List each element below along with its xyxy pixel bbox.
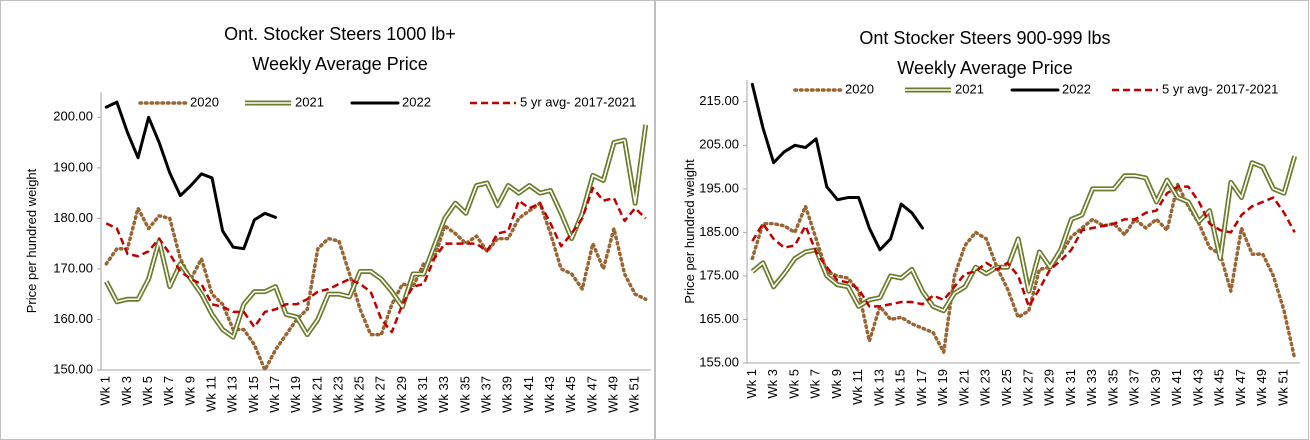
y-tick-label: 155.00 (699, 354, 739, 369)
x-tick-label: Wk 43 (1190, 369, 1205, 406)
series-line (750, 182, 1297, 361)
legend-label: 5 yr avg- 2017-2021 (520, 94, 636, 109)
x-tick-label: Wk 19 (288, 376, 303, 413)
y-tick-label: 160.00 (53, 311, 93, 326)
y-tick-label: 215.00 (699, 93, 739, 108)
x-tick-label: Wk 35 (457, 376, 472, 413)
y-tick-label: 150.00 (53, 361, 93, 376)
x-tick-label: Wk 41 (1169, 369, 1184, 406)
x-tick-label: Wk 29 (394, 376, 409, 413)
x-tick-label: Wk 13 (871, 369, 886, 406)
y-tick-label: 165.00 (699, 311, 739, 326)
x-tick-label: Wk 33 (1084, 369, 1099, 406)
x-tick-label: Wk 27 (1020, 369, 1035, 406)
chart-title: Ont. Stocker Steers 1000 lb+ (224, 24, 456, 44)
x-tick-label: Wk 9 (182, 376, 197, 406)
x-tick-label: Wk 45 (563, 376, 578, 413)
y-tick-label: 185.00 (699, 224, 739, 239)
x-tick-label: Wk 25 (352, 376, 367, 413)
series-line-inner (105, 124, 647, 338)
x-tick-label: Wk 31 (1063, 369, 1078, 406)
x-tick-label: Wk 1 (744, 369, 759, 399)
x-tick-label: Wk 27 (373, 376, 388, 413)
legend-label: 2021 (295, 94, 324, 109)
legend-label: 5 yr avg- 2017-2021 (1162, 81, 1278, 96)
y-axis-label: Price per hundred weight (24, 168, 39, 313)
chart-subtitle: Weekly Average Price (897, 58, 1072, 78)
x-tick-label: Wk 17 (267, 376, 282, 413)
x-tick-label: Wk 39 (500, 376, 515, 413)
x-tick-label: Wk 3 (119, 376, 134, 406)
y-axis-label: Price per hundred weight (682, 159, 697, 304)
x-tick-label: Wk 23 (978, 369, 993, 406)
y-tick-label: 170.00 (53, 260, 93, 275)
x-tick-label: Wk 21 (956, 369, 971, 406)
chart: Ont. Stocker Steers 1000 lb+ Weekly Avera… (24, 24, 651, 413)
chart-subtitle: Weekly Average Price (252, 54, 427, 74)
x-tick-label: Wk 25 (999, 369, 1014, 406)
x-tick-label: Wk 37 (1127, 369, 1142, 406)
legend-label: 2021 (955, 81, 984, 96)
x-tick-label: Wk 5 (786, 369, 801, 399)
x-tick-label: Wk 31 (415, 376, 430, 413)
y-tick-label: 190.00 (53, 159, 93, 174)
legend-label: 2022 (1062, 81, 1091, 96)
y-tick-label: 205.00 (699, 137, 739, 152)
x-tick-label: Wk 13 (225, 376, 240, 413)
x-tick-label: Wk 19 (935, 369, 950, 406)
x-tick-label: Wk 43 (542, 376, 557, 413)
x-tick-label: Wk 39 (1148, 369, 1163, 406)
y-tick-label: 180.00 (53, 210, 93, 225)
series-line-inner (751, 155, 1296, 312)
legend-label: 2020 (845, 81, 874, 96)
x-tick-label: Wk 5 (140, 376, 155, 406)
chart: Ont Stocker Steers 900-999 lbs Weekly Ave… (682, 28, 1300, 406)
x-tick-label: Wk 3 (765, 369, 780, 399)
x-tick-label: Wk 47 (1233, 369, 1248, 406)
x-tick-label: Wk 11 (203, 376, 218, 412)
x-tick-label: Wk 47 (584, 376, 599, 413)
x-tick-label: Wk 35 (1105, 369, 1120, 406)
x-tick-label: Wk 41 (521, 376, 536, 413)
x-tick-label: Wk 45 (1212, 369, 1227, 406)
legend-label: 2022 (402, 94, 431, 109)
x-tick-label: Wk 51 (627, 376, 642, 413)
x-tick-label: Wk 1 (98, 376, 113, 406)
x-tick-label: Wk 29 (1042, 369, 1057, 406)
series-line (751, 185, 1296, 308)
series-line (105, 186, 647, 334)
x-tick-label: Wk 21 (309, 376, 324, 413)
y-tick-label: 175.00 (699, 267, 739, 282)
x-tick-label: Wk 33 (436, 376, 451, 413)
x-tick-label: Wk 11 (850, 369, 865, 405)
legend-label: 2020 (190, 94, 219, 109)
x-tick-label: Wk 15 (246, 376, 261, 413)
x-tick-label: Wk 23 (330, 376, 345, 413)
x-tick-label: Wk 7 (161, 376, 176, 406)
x-tick-label: Wk 49 (1254, 369, 1269, 406)
x-tick-label: Wk 51 (1275, 369, 1290, 406)
series-line (104, 100, 278, 251)
x-tick-label: Wk 49 (605, 376, 620, 413)
x-tick-label: Wk 7 (808, 369, 823, 399)
chart-title: Ont Stocker Steers 900-999 lbs (859, 28, 1110, 48)
series-line (104, 201, 648, 372)
y-tick-label: 195.00 (699, 180, 739, 195)
series-line (750, 82, 924, 252)
x-tick-label: Wk 15 (893, 369, 908, 406)
y-tick-label: 200.00 (53, 109, 93, 124)
x-tick-label: Wk 37 (478, 376, 493, 413)
x-tick-label: Wk 9 (829, 369, 844, 399)
x-tick-label: Wk 17 (914, 369, 929, 406)
